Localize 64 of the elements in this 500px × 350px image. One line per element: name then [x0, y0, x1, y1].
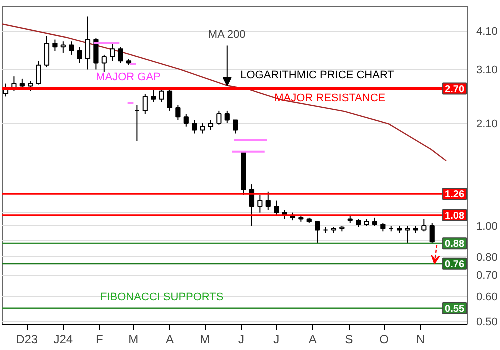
annotation: LOGARITHMIC PRICE CHART [240, 70, 395, 82]
y-tick-label: 2.10 [476, 118, 498, 131]
x-tick-label: J [238, 332, 244, 346]
x-tick-label: S [345, 332, 354, 346]
y-tick-label: 0.80 [476, 252, 498, 264]
candlestick [36, 60, 42, 86]
annotation: MAJOR GAP [96, 72, 161, 84]
candlestick [184, 113, 189, 128]
candlestick [52, 39, 58, 52]
candlestick [102, 54, 107, 72]
candlestick [266, 191, 271, 211]
candlestick [60, 41, 66, 54]
candlestick [176, 104, 181, 121]
y-tick-label: 0.70 [476, 270, 498, 282]
candlestick [422, 218, 427, 232]
candlestick [200, 123, 206, 134]
annotation: FIBONACCI SUPPORTS [100, 292, 224, 304]
annotation: MA 200 [208, 28, 246, 41]
x-tick-label: F [96, 332, 104, 346]
candlestick [208, 120, 214, 131]
candlestick [142, 94, 148, 114]
annotation: MAJOR RESISTANCE [274, 92, 386, 104]
x-tick-label: N [416, 332, 425, 346]
candlestick [274, 200, 280, 216]
y-tick-label: 0.60 [476, 292, 498, 304]
candlestick [167, 88, 173, 112]
candlestick [94, 38, 99, 70]
candlestick [258, 194, 263, 214]
ref-line-label: 1.26 [445, 190, 465, 201]
y-tick-label: 0.50 [476, 316, 498, 329]
x-tick-label: M [128, 332, 139, 346]
y-tick-label: 3.10 [476, 64, 498, 77]
candlestick [151, 88, 156, 103]
x-tick-label: M [200, 332, 210, 346]
candlestick [430, 222, 435, 244]
x-tick-label: J [274, 332, 280, 346]
x-tick-label: J24 [54, 332, 74, 346]
ref-line-label: 2.70 [445, 84, 465, 96]
candlestick [69, 41, 74, 56]
ref-line-label: 0.55 [445, 304, 465, 316]
candlestick [159, 88, 164, 103]
candlestick [216, 110, 222, 126]
candlestick [315, 221, 320, 244]
y-tick-label: 4.10 [476, 26, 498, 38]
y-tick-label: 1.00 [476, 220, 498, 233]
ref-line-label: 1.08 [445, 210, 465, 222]
candlestick [405, 225, 410, 244]
candlestick [85, 16, 91, 70]
ref-line-label: 0.76 [445, 259, 465, 270]
ref-line-label: 0.88 [445, 239, 465, 250]
x-tick-label: A [166, 332, 174, 346]
candlestick [77, 46, 82, 64]
x-tick-label: A [308, 332, 317, 346]
candlestick [44, 36, 50, 68]
candlestick [118, 46, 124, 64]
candlestick [249, 184, 255, 226]
candlestick [224, 110, 230, 124]
candlestick [110, 42, 116, 62]
x-tick-label: O [380, 332, 390, 346]
x-tick-label: D23 [16, 332, 38, 346]
candlestick [28, 80, 34, 92]
candlestick [233, 120, 238, 134]
candlestick [192, 120, 198, 134]
candlestick [20, 78, 25, 90]
